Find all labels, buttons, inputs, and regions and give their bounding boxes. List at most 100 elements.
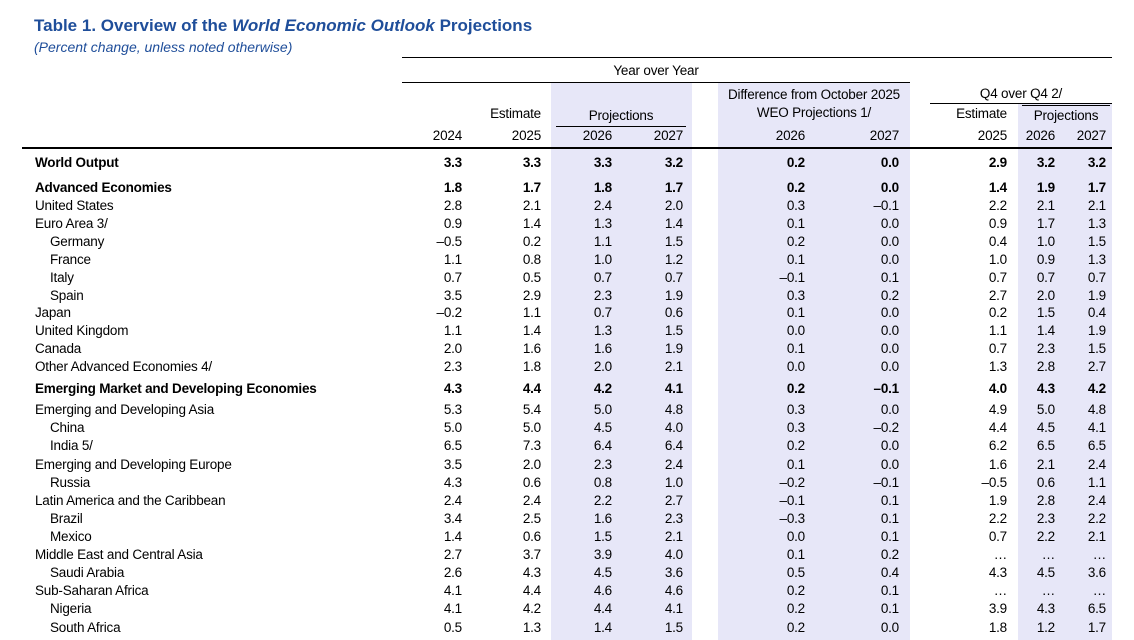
cell: 0.2	[786, 583, 805, 598]
cell: 1.4	[988, 180, 1007, 195]
cell: 1.6	[988, 457, 1007, 472]
cell: 0.7	[988, 270, 1007, 285]
cell: 4.4	[522, 583, 541, 598]
cell: –0.1	[873, 198, 900, 213]
cell: 6.2	[988, 438, 1007, 453]
cell: 0.0	[786, 529, 805, 544]
cell: 3.5	[443, 288, 462, 303]
cell: 6.5	[1087, 438, 1106, 453]
cell: 2.2	[1036, 529, 1055, 544]
cell: 0.0	[880, 216, 899, 231]
cell: 2.6	[443, 565, 462, 580]
cell: 1.1	[1087, 475, 1106, 490]
row-label: Euro Area 3/	[35, 216, 108, 231]
cell: 3.3	[443, 155, 462, 170]
cell: 4.6	[664, 583, 683, 598]
cell: 1.1	[443, 252, 462, 267]
cell: 2.8	[1036, 359, 1055, 374]
cell: 1.5	[1036, 305, 1055, 320]
cell: 2.2	[988, 511, 1007, 526]
cell: 0.2	[786, 601, 805, 616]
row-label: Russia	[50, 475, 91, 490]
header-label: Estimate	[956, 106, 1007, 121]
cell: 3.2	[1087, 155, 1106, 170]
cell: 1.3	[988, 359, 1007, 374]
cell: 0.3	[786, 288, 805, 303]
row-label: Emerging and Developing Asia	[35, 402, 215, 417]
row-label: Emerging Market and Developing Economies	[35, 381, 317, 396]
cell: 2.8	[1036, 493, 1055, 508]
cell: 0.7	[988, 529, 1007, 544]
cell: 0.3	[786, 420, 805, 435]
cell: 2.3	[1036, 511, 1055, 526]
cell: –0.2	[779, 475, 806, 490]
cell: 2.0	[664, 198, 683, 213]
cell: 2.4	[522, 493, 541, 508]
header-label: WEO Projections 1/	[756, 105, 872, 120]
cell: 4.6	[593, 583, 612, 598]
cell: 1.9	[664, 341, 683, 356]
cell: 1.3	[593, 323, 612, 338]
difference-shade	[718, 82, 910, 640]
cell: –0.2	[873, 420, 900, 435]
cell: 2.0	[1036, 288, 1055, 303]
cell: 5.3	[443, 402, 462, 417]
cell: 1.4	[1036, 323, 1055, 338]
row-label: Nigeria	[50, 601, 92, 616]
cell: 2.2	[1087, 511, 1106, 526]
cell: 2.0	[593, 359, 612, 374]
row-label: Emerging and Developing Europe	[35, 457, 232, 472]
row-label: United States	[35, 198, 114, 213]
cell: 0.1	[786, 305, 805, 320]
cell: 4.2	[1087, 381, 1106, 396]
row-label: United Kingdom	[35, 323, 129, 338]
cell: 2.1	[1087, 198, 1106, 213]
title-text: Projections	[434, 16, 533, 35]
cell: 6.5	[1036, 438, 1055, 453]
cell: 1.2	[664, 252, 683, 267]
header-label: Difference from October 2025	[728, 87, 900, 102]
cell: –0.2	[436, 305, 463, 320]
cell: 2.4	[1087, 493, 1106, 508]
cell: 0.0	[786, 359, 805, 374]
cell: –0.1	[873, 381, 900, 396]
cell: 4.8	[1087, 402, 1106, 417]
cell: 2.1	[1087, 529, 1106, 544]
row-label: Brazil	[50, 511, 83, 526]
cell: 1.5	[1087, 234, 1106, 249]
cell: 1.8	[988, 620, 1007, 635]
cell: 4.5	[1036, 420, 1055, 435]
cell: …	[993, 547, 1008, 562]
header-label: Year over Year	[613, 63, 699, 78]
cell: 2.1	[664, 529, 683, 544]
cell: 4.3	[443, 475, 462, 490]
row-label: Japan	[35, 305, 71, 320]
cell: 4.1	[443, 583, 462, 598]
cell: …	[1041, 547, 1056, 562]
cell: 1.7	[522, 180, 541, 195]
cell: 3.7	[522, 547, 541, 562]
cell: 1.1	[988, 323, 1007, 338]
cell: 0.5	[522, 270, 541, 285]
year-header: 2025	[977, 128, 1007, 143]
year-header: 2025	[511, 128, 541, 143]
cell: 4.1	[443, 601, 462, 616]
cell: 0.0	[880, 402, 899, 417]
row-label: Saudi Arabia	[50, 565, 125, 580]
cell: 0.9	[443, 216, 462, 231]
cell: 2.4	[593, 198, 612, 213]
row-label: Middle East and Central Asia	[35, 547, 203, 562]
cell: 2.9	[522, 288, 541, 303]
cell: 0.0	[880, 155, 899, 170]
cell: 1.7	[1087, 180, 1106, 195]
cell: 2.7	[664, 493, 683, 508]
cell: 0.0	[880, 620, 899, 635]
cell: 3.9	[593, 547, 612, 562]
row-label: Canada	[35, 341, 82, 356]
cell: 1.9	[1036, 180, 1055, 195]
cell: 0.0	[880, 180, 899, 195]
cell: 6.4	[593, 438, 612, 453]
cell: 0.0	[880, 323, 899, 338]
cell: 1.8	[522, 359, 541, 374]
